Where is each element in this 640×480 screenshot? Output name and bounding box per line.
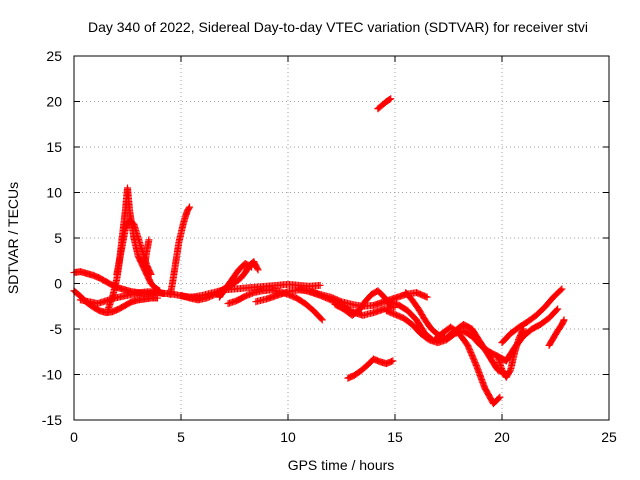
data-point: [423, 293, 431, 301]
y-tick-label: 20: [46, 94, 62, 110]
y-tick-label: 10: [46, 185, 62, 201]
data-point: [145, 236, 153, 244]
x-tick-label: 5: [177, 429, 185, 445]
data-point: [246, 262, 254, 270]
data-point: [560, 316, 568, 324]
data-point: [155, 286, 163, 294]
data-point: [558, 285, 566, 293]
data-point: [156, 287, 164, 295]
series-arc-6: [141, 236, 153, 269]
data-point: [387, 95, 395, 103]
x-tick-label: 10: [280, 429, 296, 445]
series-arc-19: [402, 289, 448, 342]
y-tick-label: -5: [50, 321, 63, 337]
y-tick-label: 25: [46, 48, 62, 64]
y-axis-ticks: -15 -10 -5 0 5 10 15 20 25: [42, 48, 609, 428]
x-tick-label: 0: [70, 429, 78, 445]
data-point: [316, 281, 324, 289]
series-arc-13: [295, 285, 399, 319]
grid-lines: [74, 56, 609, 420]
y-tick-label: 0: [54, 276, 62, 292]
series-arc-22: [498, 285, 566, 347]
y-tick-label: 15: [46, 139, 62, 155]
y-tick-label: -10: [42, 367, 62, 383]
series-arc-16: [374, 95, 395, 113]
x-tick-label: 20: [494, 429, 510, 445]
data-point: [254, 266, 262, 274]
data-point: [318, 316, 326, 324]
data-points: [70, 95, 568, 408]
y-axis-title: SDTVAR / TECUs: [5, 182, 21, 294]
data-point: [386, 95, 394, 103]
y-tick-label: -15: [42, 412, 62, 428]
series-arc-7: [166, 203, 194, 298]
x-tick-label: 25: [601, 429, 617, 445]
data-point: [186, 203, 194, 211]
series-arc-2: [70, 287, 161, 317]
series-arc-9: [188, 280, 324, 301]
data-point: [496, 393, 504, 401]
y-tick-label: 5: [54, 230, 62, 246]
chart-title: Day 340 of 2022, Sidereal Day-to-day VTE…: [88, 19, 588, 35]
series-arc-15: [344, 355, 397, 382]
series-arc-23: [502, 305, 562, 365]
data-point: [557, 286, 565, 294]
series-arc-3: [76, 288, 204, 308]
x-tick-label: 15: [387, 429, 403, 445]
data-point: [317, 315, 325, 323]
data-point: [248, 263, 256, 271]
series-arc-20: [434, 320, 510, 378]
data-point: [554, 305, 562, 313]
data-point: [553, 306, 561, 314]
series-arc-11: [216, 259, 256, 301]
series-arc-24: [545, 316, 568, 349]
data-point: [146, 269, 154, 277]
data-point: [389, 357, 397, 365]
series-arc-14: [331, 287, 395, 319]
data-point: [495, 394, 503, 402]
data-point: [185, 204, 193, 212]
x-axis-title: GPS time / hours: [288, 457, 395, 473]
data-point: [253, 264, 261, 272]
x-axis-ticks: 0 5 10 15 20 25: [70, 56, 617, 445]
data-point: [147, 270, 155, 278]
